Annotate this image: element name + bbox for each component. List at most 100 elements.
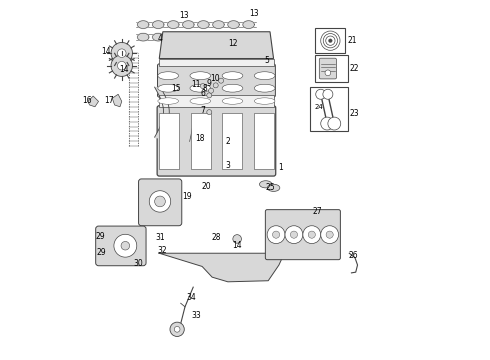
Polygon shape bbox=[112, 94, 122, 107]
Polygon shape bbox=[243, 21, 254, 28]
Text: 12: 12 bbox=[228, 39, 237, 48]
Ellipse shape bbox=[254, 72, 275, 80]
Text: 17: 17 bbox=[104, 96, 113, 105]
Bar bbox=[159, 113, 179, 168]
Text: 6: 6 bbox=[200, 89, 205, 98]
Polygon shape bbox=[168, 33, 179, 41]
Text: 14: 14 bbox=[119, 65, 128, 74]
Polygon shape bbox=[197, 33, 209, 41]
Text: 14: 14 bbox=[101, 47, 111, 56]
Ellipse shape bbox=[222, 98, 243, 104]
Text: 29: 29 bbox=[96, 248, 106, 257]
Circle shape bbox=[219, 78, 223, 83]
Circle shape bbox=[267, 226, 285, 244]
Text: 32: 32 bbox=[157, 246, 167, 255]
Circle shape bbox=[118, 49, 126, 58]
Polygon shape bbox=[228, 21, 239, 28]
FancyBboxPatch shape bbox=[159, 95, 274, 107]
Text: 18: 18 bbox=[196, 134, 205, 143]
Text: 33: 33 bbox=[192, 311, 202, 320]
Text: 10: 10 bbox=[210, 75, 220, 84]
FancyBboxPatch shape bbox=[139, 179, 182, 226]
Text: 28: 28 bbox=[212, 233, 221, 242]
Text: 20: 20 bbox=[202, 182, 212, 191]
Circle shape bbox=[308, 231, 316, 238]
Text: 2: 2 bbox=[225, 137, 230, 146]
Circle shape bbox=[326, 231, 333, 238]
Text: 14: 14 bbox=[232, 240, 242, 249]
Polygon shape bbox=[159, 253, 284, 282]
Ellipse shape bbox=[158, 84, 178, 92]
Circle shape bbox=[285, 226, 303, 244]
Circle shape bbox=[118, 62, 126, 70]
Circle shape bbox=[323, 89, 333, 99]
Text: 19: 19 bbox=[182, 192, 192, 201]
Text: 8: 8 bbox=[202, 84, 207, 93]
Polygon shape bbox=[152, 21, 164, 28]
Bar bbox=[191, 113, 211, 168]
Circle shape bbox=[170, 322, 184, 337]
Text: 15: 15 bbox=[171, 84, 181, 93]
Circle shape bbox=[329, 39, 332, 42]
Polygon shape bbox=[183, 33, 194, 41]
Ellipse shape bbox=[268, 184, 280, 192]
Ellipse shape bbox=[222, 72, 243, 80]
Circle shape bbox=[200, 84, 205, 89]
FancyBboxPatch shape bbox=[319, 58, 337, 79]
Text: 7: 7 bbox=[200, 106, 205, 115]
Circle shape bbox=[325, 70, 331, 76]
Bar bbox=[253, 113, 273, 168]
Circle shape bbox=[174, 327, 180, 332]
Ellipse shape bbox=[190, 72, 211, 80]
Circle shape bbox=[149, 191, 171, 212]
Polygon shape bbox=[197, 21, 209, 28]
Text: 13: 13 bbox=[179, 11, 189, 20]
Circle shape bbox=[207, 93, 212, 98]
FancyBboxPatch shape bbox=[157, 106, 276, 176]
Text: 22: 22 bbox=[349, 64, 359, 73]
Ellipse shape bbox=[260, 181, 272, 188]
Ellipse shape bbox=[254, 98, 275, 104]
Polygon shape bbox=[183, 21, 194, 28]
FancyBboxPatch shape bbox=[159, 59, 274, 66]
Text: 1: 1 bbox=[278, 163, 283, 172]
Polygon shape bbox=[138, 21, 149, 28]
Circle shape bbox=[303, 226, 321, 244]
Text: 27: 27 bbox=[313, 207, 322, 216]
Circle shape bbox=[213, 83, 218, 88]
Polygon shape bbox=[228, 33, 239, 41]
FancyBboxPatch shape bbox=[96, 226, 146, 266]
Circle shape bbox=[291, 231, 297, 238]
Circle shape bbox=[155, 196, 165, 207]
Polygon shape bbox=[159, 32, 273, 59]
Text: 25: 25 bbox=[265, 183, 275, 192]
Text: 31: 31 bbox=[155, 233, 165, 242]
Circle shape bbox=[207, 110, 212, 114]
Circle shape bbox=[114, 234, 137, 257]
FancyBboxPatch shape bbox=[157, 64, 275, 97]
Text: 4: 4 bbox=[158, 34, 162, 43]
Circle shape bbox=[328, 117, 341, 130]
Ellipse shape bbox=[254, 84, 275, 92]
Circle shape bbox=[121, 242, 130, 250]
Polygon shape bbox=[152, 33, 164, 41]
Ellipse shape bbox=[190, 84, 211, 92]
Ellipse shape bbox=[190, 98, 211, 104]
Circle shape bbox=[111, 42, 132, 64]
Polygon shape bbox=[88, 96, 98, 107]
Circle shape bbox=[233, 235, 242, 243]
Ellipse shape bbox=[158, 98, 178, 104]
FancyBboxPatch shape bbox=[310, 87, 348, 131]
Polygon shape bbox=[168, 21, 179, 28]
FancyBboxPatch shape bbox=[266, 210, 341, 260]
Text: 11: 11 bbox=[192, 80, 201, 89]
Text: 13: 13 bbox=[249, 9, 259, 18]
Text: 3: 3 bbox=[225, 161, 230, 170]
Text: 21: 21 bbox=[347, 36, 357, 45]
Circle shape bbox=[209, 88, 214, 93]
Ellipse shape bbox=[222, 84, 243, 92]
Circle shape bbox=[321, 117, 334, 130]
Text: 9: 9 bbox=[207, 79, 212, 88]
Circle shape bbox=[321, 226, 339, 244]
Text: 26: 26 bbox=[349, 251, 358, 260]
